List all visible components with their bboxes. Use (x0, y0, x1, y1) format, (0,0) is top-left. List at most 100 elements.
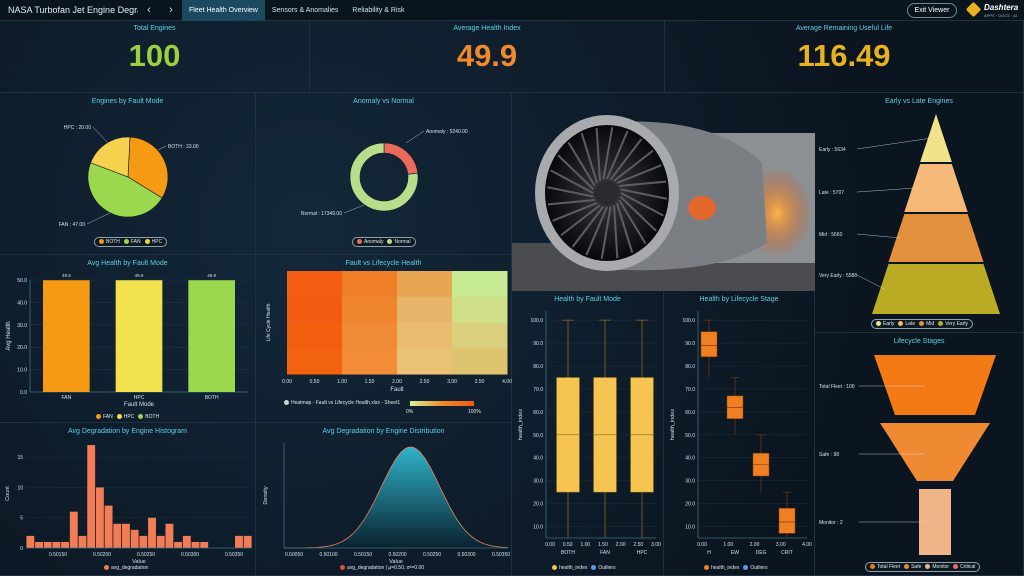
chevron-right-icon[interactable]: › (169, 4, 173, 16)
x-tick-label: 0.50300 (181, 552, 199, 558)
x-axis-title: Value (132, 559, 146, 565)
slice-leader-line (92, 126, 109, 144)
legend-item: Heatmap - Fault vs Lifecycle Health.xlsx… (284, 400, 400, 406)
x-tick-label: 1.00 (337, 379, 347, 385)
heatmap-cell (397, 348, 453, 375)
kpi-label: Total Engines (133, 25, 176, 32)
fan-blade (620, 192, 664, 217)
fan-blade (547, 186, 594, 198)
pie-slice-both (127, 136, 169, 199)
fan-blade (567, 141, 596, 187)
fan-blade (613, 205, 619, 259)
x-tick-label: 3.00 (447, 379, 457, 385)
y-tick-label: 100.0 (682, 318, 695, 324)
band-label: Late : 5707 (819, 190, 844, 196)
density-curve (284, 446, 509, 549)
panel-health-by-lifecycle-stage: Health by Lifecycle Stage 10.0 20.0 30.0 40… (664, 291, 815, 576)
y-tick-label: 90.0 (685, 341, 695, 347)
y-axis-title: Life Cycle Health (266, 303, 272, 341)
histogram-bar (148, 517, 156, 548)
band-leader-line (856, 137, 933, 150)
histogram-bar (200, 541, 209, 548)
panel-engines-by-fault-mode: Engines by Fault Mode BOTH : 33.00 FAN : … (0, 93, 256, 255)
chevron-left-icon[interactable]: ‹ (147, 4, 151, 16)
y-tick-label: 30.0 (17, 323, 27, 329)
panel-title: Avg Degradation by Engine Distribution (322, 428, 445, 435)
y-axis-title: Avg Health (6, 321, 12, 350)
y-tick-label: 50.0 (533, 433, 543, 439)
histogram-bar (52, 541, 61, 548)
x-tick-label: 0.00 (282, 379, 292, 385)
histogram-bar (113, 523, 122, 548)
pyramid-band-late (904, 164, 968, 212)
panel-anomaly-vs-normal: Anomaly vs Normal Anomaly : 5240.00 Norma… (256, 93, 512, 255)
tab-reliability-risk[interactable]: Reliability & Risk (352, 6, 405, 14)
pie-slice-fan (87, 162, 163, 218)
fan-blade (616, 164, 662, 185)
panel-title: Early vs Late Engines (885, 98, 953, 105)
bar-legend: FAN HPC BOTH (96, 414, 159, 420)
panel-title: Fault vs Lifecycle Health (345, 260, 422, 267)
panel-title: Health by Fault Mode (554, 296, 621, 303)
fault-mode-pie: BOTH : 33.00 FAN : 47.00 HPC : 20.00 (59, 125, 199, 228)
panel-fault-vs-lifecycle: Fault vs Lifecycle Health 0.00 0.50 1.00 1.… (256, 255, 512, 423)
x-tick-label: 0.50150 (354, 552, 372, 558)
fan-blade (615, 202, 634, 254)
band-label: Very Early : 5588 (819, 273, 857, 279)
legend-item: FAN (96, 414, 113, 420)
pie-slice-normal (349, 142, 419, 212)
heatmap-cell (287, 348, 343, 375)
histogram-bar (139, 535, 148, 548)
kpi-label: Average Health Index (453, 25, 521, 32)
heatmap-cell (397, 296, 453, 323)
legend-item: BOTH (138, 414, 159, 420)
jet-engine-photo (512, 93, 815, 291)
heatmap-cell (452, 271, 508, 298)
x-tick-label: 1.50 (365, 379, 375, 385)
histogram-bar (156, 535, 165, 548)
distribution-legend: avg_degradation | μ=0.50, σ²=0.00 (340, 565, 424, 571)
fan-blade (619, 195, 657, 232)
fan-blade (609, 138, 643, 181)
tab-fleet-health-overview[interactable]: Fleet Health Overview (182, 0, 265, 21)
fan-blade (619, 180, 667, 187)
y-tick-label: 10.0 (685, 525, 695, 531)
fan-blade (585, 206, 608, 256)
panel-title: Lifecycle Stages (893, 338, 945, 345)
exit-viewer-button[interactable]: Exit Viewer (907, 3, 957, 18)
degradation-distribution: 0.50050 0.50100 0.50150 0.50200 0.50250 0.503… (263, 443, 510, 565)
slice-leader-line (343, 204, 365, 214)
histogram-bar (69, 511, 78, 548)
stage-label: Total Fleet : 100 (819, 384, 855, 390)
panel-title: Anomaly vs Normal (353, 98, 414, 105)
heatmap-cell (287, 322, 343, 349)
x-tick-label: 0.50 (563, 542, 573, 548)
fan-blade (595, 127, 601, 181)
panel-health-by-fault-mode: Health by Fault Mode 10.0 20.0 30.0 40.0 50.… (512, 291, 664, 576)
x-tick-label: 3.00 (651, 542, 661, 548)
x-tick-label: HPC (134, 395, 145, 401)
histogram-bar (104, 505, 113, 548)
legend-item: Safe (904, 564, 921, 570)
x-tick-label: 0.50150 (49, 552, 67, 558)
category-label: HPC (637, 550, 648, 556)
slice-label: Normal : 17349.00 (301, 211, 342, 217)
fan-blade (606, 130, 629, 180)
x-tick-label: 2.50 (633, 542, 643, 548)
kpi-value: 100 (128, 38, 181, 73)
panel-lifecycle-stages: Lifecycle Stages Total Fleet : 100 Safe :… (815, 333, 1024, 576)
fan-blade (547, 199, 595, 206)
funnel-stage-monitor (919, 489, 951, 555)
jet-engine-illustration (512, 115, 815, 291)
legend-item: Monitor (925, 564, 949, 570)
heatmap-cell (397, 322, 453, 349)
tab-sensors-anomalies[interactable]: Sensors & Anomalies (271, 6, 339, 14)
x-tick-label: 2.50 (420, 379, 430, 385)
fan-blade (550, 169, 594, 194)
heatmap-legend: Heatmap - Fault vs Lifecycle Health.xlsx… (284, 400, 400, 406)
box-crit (778, 507, 796, 534)
y-tick-label: 80.0 (685, 364, 695, 370)
y-tick-label: 30.0 (685, 479, 695, 485)
x-tick-label: FAN (61, 395, 71, 401)
histogram-bar (61, 541, 70, 548)
